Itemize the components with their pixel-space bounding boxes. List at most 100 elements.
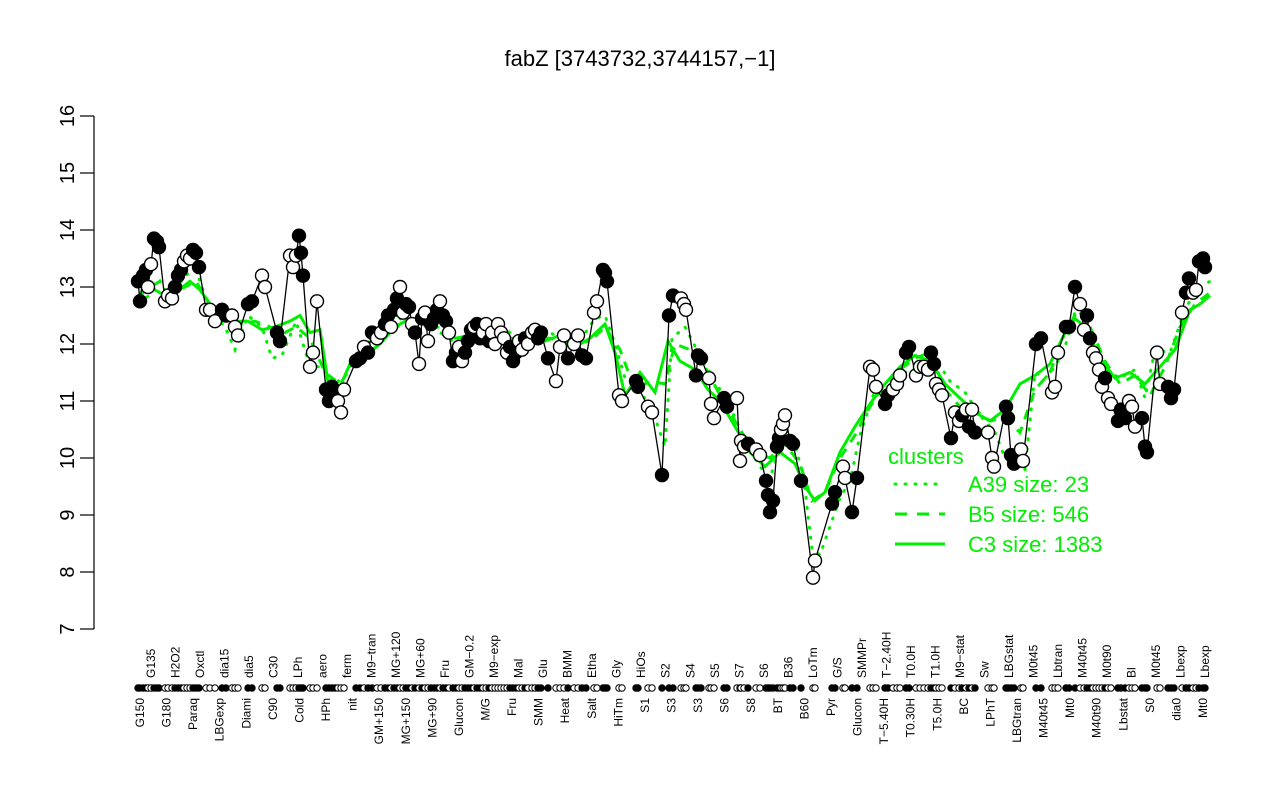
data-point-open	[980, 425, 996, 440]
rug-marker	[1054, 684, 1062, 692]
data-point-open	[1174, 305, 1190, 320]
x-tick-label: M9−exp	[487, 635, 501, 678]
data-point-open	[143, 257, 159, 272]
x-tick-label: Cold	[292, 698, 306, 723]
x-tick-label: LPh	[291, 657, 305, 678]
data-point-filled	[967, 425, 983, 440]
expression-points	[130, 228, 1213, 585]
rug-marker	[634, 684, 642, 692]
data-point-open	[589, 294, 605, 309]
data-point-open	[729, 390, 745, 406]
legend-entries: A39 size: 23 B5 size: 546 C3 size: 1383	[893, 472, 1103, 557]
y-tick-label: 7	[57, 623, 79, 634]
rug-marker	[1143, 684, 1151, 692]
data-point-filled	[1134, 410, 1150, 426]
x-tick-label: Etha	[585, 653, 599, 678]
data-point-open	[934, 388, 950, 403]
rug-marker	[938, 684, 946, 692]
data-point-filled	[401, 299, 417, 315]
data-point-filled	[765, 493, 781, 508]
rug-marker	[1201, 684, 1209, 692]
x-tick-label: SMMPr	[855, 638, 869, 678]
x-tick-label: LBGstat	[1002, 634, 1016, 678]
data-point-open	[807, 553, 823, 568]
x-tick-label: T0.0H	[904, 645, 918, 678]
x-tick-label: dia15	[218, 648, 232, 678]
x-tick-label: B60	[797, 698, 811, 720]
x-tick-label: Gly	[610, 660, 624, 678]
x-tick-label: M/G	[478, 698, 492, 721]
x-tick-label: S3	[691, 698, 705, 713]
rug-marker	[1010, 684, 1018, 692]
rug-marker	[211, 684, 219, 692]
rug-marker	[1019, 684, 1027, 692]
x-tick-label: C90	[266, 698, 280, 720]
data-point-open	[964, 402, 980, 417]
x-tick-label: T5.0H	[930, 698, 944, 731]
data-point-open	[837, 470, 853, 486]
x-tick-label: aero	[316, 654, 330, 678]
data-point-filled	[758, 473, 774, 488]
data-point-filled	[719, 399, 735, 414]
data-point-filled	[188, 245, 204, 261]
rug-marker	[564, 684, 572, 692]
rug-marker	[544, 684, 552, 692]
data-point-open	[392, 279, 408, 295]
data-point-filled	[901, 339, 917, 355]
data-point-filled	[844, 504, 860, 520]
data-point-open	[706, 410, 722, 426]
data-point-open	[336, 382, 352, 397]
rug-marker	[648, 684, 656, 692]
y-tick-label: 15	[57, 162, 79, 184]
data-point-filled	[1097, 371, 1113, 386]
rug-marker	[299, 684, 307, 692]
y-tick-label: 16	[57, 105, 79, 127]
rug-marker	[841, 684, 849, 692]
data-point-filled	[688, 368, 704, 383]
data-point-open	[570, 328, 586, 343]
x-tick-label: T1.0H	[928, 645, 942, 678]
rug-marker	[744, 684, 752, 692]
x-tick-label: HiOs	[634, 651, 648, 678]
rug-marker	[340, 684, 348, 692]
y-axis: 7 8 9 10 11 12 13 14 15 16	[57, 105, 95, 635]
data-point-open	[432, 294, 448, 309]
data-point-open	[230, 328, 246, 343]
rug-marker	[990, 684, 998, 692]
x-tick-label: Pyr	[824, 698, 838, 716]
cluster-lines	[136, 267, 1212, 558]
rug-marker	[261, 684, 269, 692]
data-point-open	[309, 294, 325, 309]
rug-marker	[658, 684, 666, 692]
data-point-filled	[785, 436, 801, 451]
data-point-filled	[560, 351, 576, 366]
x-tick-label: BC	[957, 698, 971, 715]
x-tick-label: nit	[346, 697, 360, 710]
x-tick-label: Lbstat	[1116, 697, 1130, 730]
x-axis-labels: G135 H2O2 Oxctl dia15 dia5 C30 LPh aero ferm M9−t…	[133, 631, 1212, 744]
rug-marker	[1131, 684, 1139, 692]
rug-marker	[313, 684, 321, 692]
data-point-filled	[291, 228, 307, 243]
data-point-open	[207, 314, 223, 329]
x-tick-label: Glucon	[452, 698, 466, 736]
x-tick-label: M9−stat	[953, 634, 967, 678]
data-point-filled	[295, 268, 311, 283]
data-point-open	[986, 459, 1002, 474]
x-tick-label: BT	[771, 697, 785, 713]
data-point-open	[333, 405, 349, 420]
x-tick-label: H2O2	[169, 646, 183, 678]
rug-marker	[723, 684, 731, 692]
x-tick-label: MG+150	[399, 698, 413, 745]
rug-marker	[234, 684, 242, 692]
legend-entry-label: B5 size: 546	[968, 502, 1089, 527]
x-tick-label: dia5	[242, 655, 256, 678]
data-point-open	[305, 345, 321, 360]
data-point-filled	[661, 308, 677, 323]
data-point-open	[752, 447, 768, 463]
data-point-filled	[1117, 410, 1133, 426]
legend-entry-label: A39 size: 23	[968, 472, 1089, 497]
x-tick-label: G150	[133, 698, 147, 728]
rug-marker	[853, 684, 861, 692]
data-point-filled	[1166, 382, 1182, 397]
